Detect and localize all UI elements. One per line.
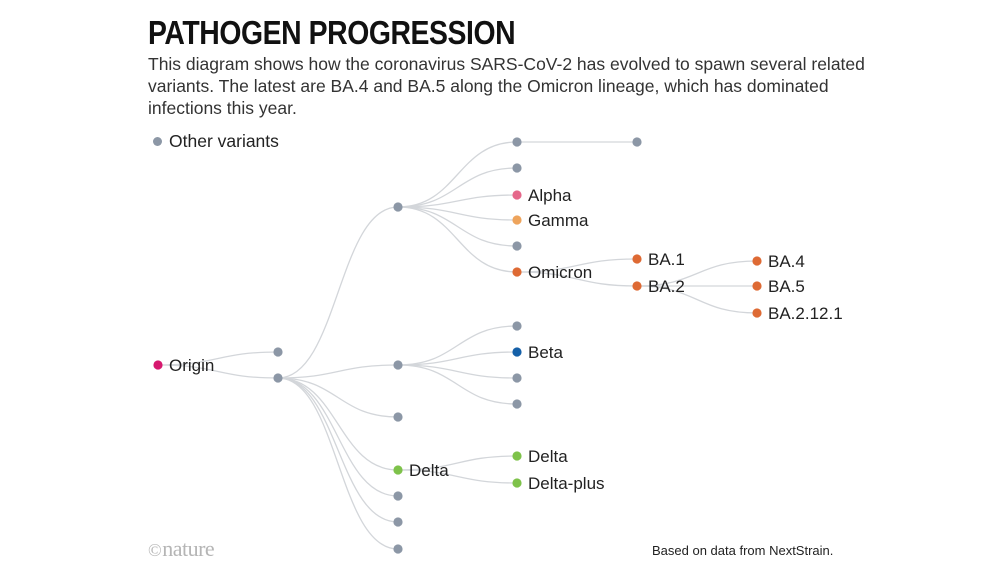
- label-gamma: Gamma: [528, 211, 589, 230]
- label-delta2: Delta: [528, 447, 568, 466]
- edge-n3-gamma: [397, 206, 518, 221]
- label-ba1: BA.1: [648, 250, 685, 269]
- node-beta: [512, 347, 522, 357]
- legend-label: Other variants: [169, 131, 279, 151]
- edge-n3-a5: [397, 206, 518, 247]
- edge-n2-n3: [277, 206, 399, 379]
- label-deltaplus: Delta-plus: [528, 474, 605, 493]
- edge-origin-n1: [157, 351, 279, 366]
- label-alpha: Alpha: [528, 186, 572, 205]
- logo-symbol: ©: [148, 540, 162, 560]
- node-ba2: [632, 281, 642, 291]
- node-b1: [512, 321, 522, 331]
- legend: Other variants: [153, 131, 279, 152]
- edge-origin-n2: [157, 364, 279, 379]
- edge-omicron-ba2: [516, 271, 638, 287]
- node-n4: [393, 360, 403, 370]
- edge-n3-a1: [397, 141, 518, 208]
- edge-omicron-ba1: [516, 258, 638, 273]
- edge-n6-deltaplus: [397, 469, 518, 484]
- node-n5: [393, 412, 403, 422]
- node-ba1: [632, 254, 642, 264]
- node-a2: [512, 163, 522, 173]
- label-omicron: Omicron: [528, 263, 592, 282]
- label-beta: Beta: [528, 343, 564, 362]
- source-note: Based on data from NextStrain.: [652, 543, 834, 558]
- label-n6: Delta: [409, 461, 449, 480]
- edge-n6-delta2: [397, 455, 518, 471]
- edge-n2-n5: [277, 377, 399, 418]
- node-b3: [512, 373, 522, 383]
- edge-n2-n9: [277, 377, 399, 550]
- node-origin: [153, 360, 163, 370]
- label-ba4: BA.4: [768, 252, 805, 271]
- label-origin: Origin: [169, 356, 214, 375]
- edge-n4-b4: [397, 364, 518, 405]
- nature-logo: ©nature: [148, 536, 215, 562]
- edge-ba2-ba4: [636, 260, 758, 287]
- node-omicron: [512, 267, 522, 277]
- diagram-title: PATHOGEN PROGRESSION: [148, 14, 516, 51]
- node-delta2: [512, 451, 522, 461]
- node-ba2121: [752, 308, 762, 318]
- edge-n3-alpha: [397, 194, 518, 208]
- node-n8: [393, 517, 403, 527]
- diagram-subtitle: This diagram shows how the coronavirus S…: [148, 54, 865, 118]
- node-a1: [512, 137, 522, 147]
- edge-n4-beta: [397, 351, 518, 366]
- node-n6: [393, 465, 403, 475]
- edge-n3-omicron: [397, 206, 518, 273]
- edge-n2-n7: [277, 377, 399, 497]
- edge-n4-b1: [397, 325, 518, 366]
- edge-n2-n4: [277, 364, 399, 379]
- node-n2: [273, 373, 283, 383]
- edge-n4-b3: [397, 364, 518, 379]
- label-ba2: BA.2: [648, 277, 685, 296]
- node-alpha: [512, 190, 522, 200]
- node-n7: [393, 491, 403, 501]
- label-ba5: BA.5: [768, 277, 805, 296]
- node-ba5: [752, 281, 762, 291]
- edge-n3-a2: [397, 167, 518, 208]
- legend-dot-icon: [153, 137, 162, 146]
- node-n3: [393, 202, 403, 212]
- edge-n2-n6: [277, 377, 399, 471]
- logo-text: nature: [162, 536, 215, 561]
- node-n1: [273, 347, 283, 357]
- edge-n2-n8: [277, 377, 399, 523]
- node-a1c: [632, 137, 642, 147]
- edge-ba2-ba2121: [636, 285, 758, 314]
- node-gamma: [512, 215, 522, 225]
- node-b4: [512, 399, 522, 409]
- node-deltaplus: [512, 478, 522, 488]
- node-n9: [393, 544, 403, 554]
- label-ba2121: BA.2.12.1: [768, 304, 843, 323]
- node-a5: [512, 241, 522, 251]
- node-ba4: [752, 256, 762, 266]
